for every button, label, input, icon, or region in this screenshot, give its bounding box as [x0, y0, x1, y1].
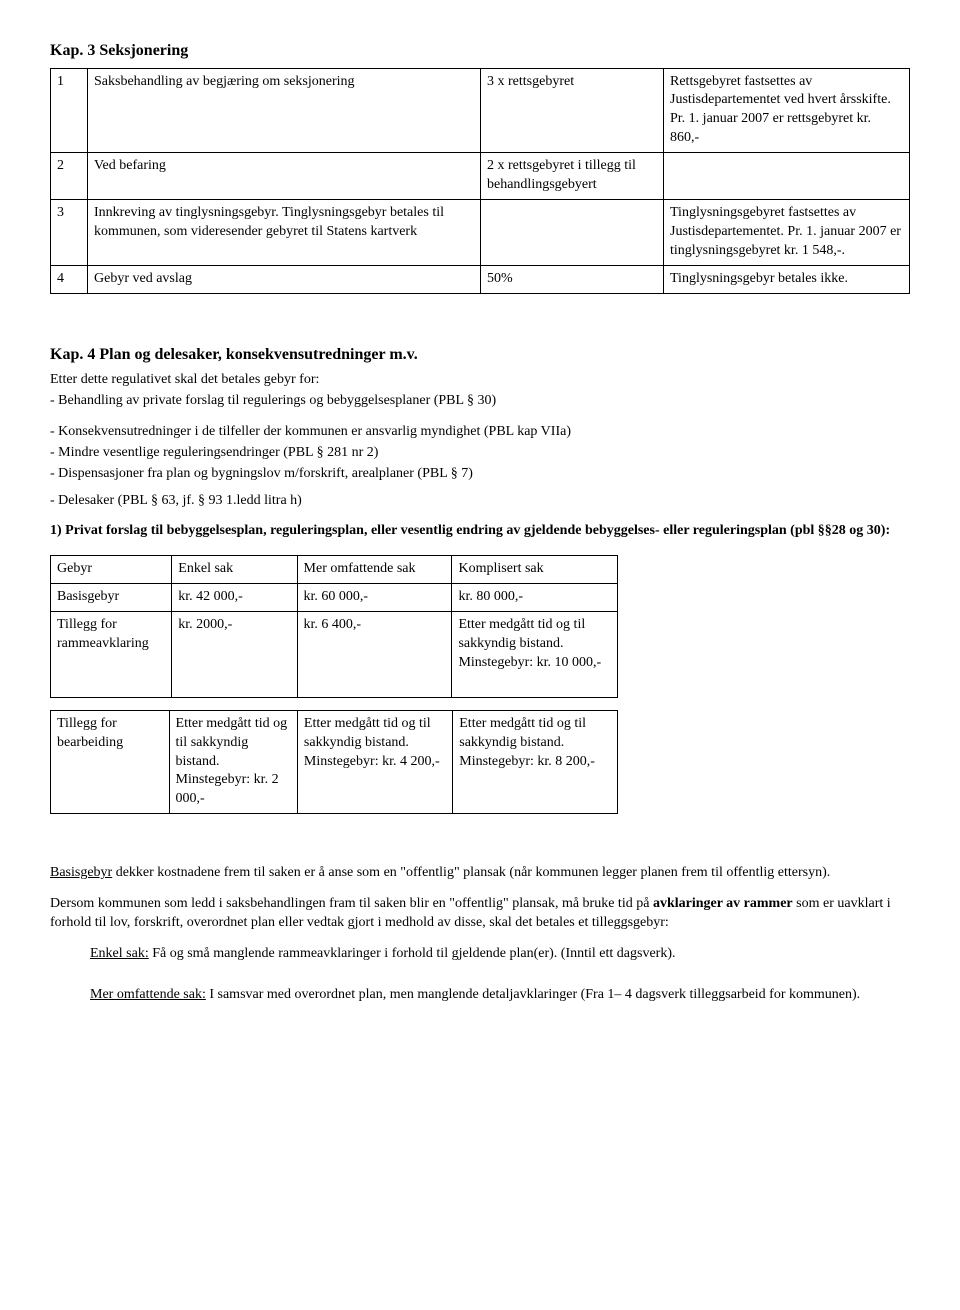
mer-label: Mer omfattende sak:: [90, 987, 206, 1002]
cell: Tillegg for rammeavklaring: [51, 612, 172, 698]
cell-mid: 2 x rettsgebyret i tillegg til behandlin…: [481, 153, 664, 200]
mer-omfattende-paragraph: Mer omfattende sak: I samsvar med overor…: [90, 986, 910, 1005]
indent-block: Enkel sak: Få og små manglende rammeavkl…: [50, 945, 910, 1005]
kap3-title: Kap. 3 Seksjonering: [50, 40, 910, 62]
cell-right: Rettsgebyret fastsettes av Justisdeparte…: [664, 68, 910, 153]
cell-num: 1: [51, 68, 88, 153]
cell: kr. 2000,-: [172, 612, 297, 698]
kap4-list-mid: Konsekvensutredninger i de tilfeller der…: [50, 423, 910, 484]
kap4-list-last: Delesaker (PBL § 63, jf. § 93 1.ledd lit…: [50, 492, 910, 511]
table-row: Gebyr Enkel sak Mer omfattende sak Kompl…: [51, 556, 618, 584]
cell-mid: 3 x rettsgebyret: [481, 68, 664, 153]
cell: kr. 60 000,-: [297, 584, 452, 612]
cell: kr. 80 000,-: [452, 584, 617, 612]
gebyr-table: Gebyr Enkel sak Mer omfattende sak Kompl…: [50, 555, 618, 697]
avklar-pre: Dersom kommunen som ledd i saksbehandlin…: [50, 896, 653, 911]
list-item: Delesaker (PBL § 63, jf. § 93 1.ledd lit…: [50, 492, 910, 511]
cell-header: Komplisert sak: [452, 556, 617, 584]
enkel-sak-paragraph: Enkel sak: Få og små manglende rammeavkl…: [90, 945, 910, 964]
cell-num: 2: [51, 153, 88, 200]
cell-mid: 50%: [481, 265, 664, 293]
avklar-bold: avklaringer av rammer: [653, 896, 793, 911]
cell: Etter medgått tid og til sakkyndig bista…: [169, 710, 297, 813]
kap4-subhead: 1) Privat forslag til bebyggelsesplan, r…: [50, 522, 910, 541]
list-item: Mindre vesentlige reguleringsendringer (…: [50, 444, 910, 463]
table-row: Tillegg for bearbeiding Etter medgått ti…: [51, 710, 618, 813]
cell-header: Enkel sak: [172, 556, 297, 584]
cell: Etter medgått tid og til sakkyndig bista…: [453, 710, 617, 813]
cell: Basisgebyr: [51, 584, 172, 612]
cell-mid: [481, 199, 664, 265]
basisgebyr-label: Basisgebyr: [50, 865, 112, 880]
cell-header: Mer omfattende sak: [297, 556, 452, 584]
cell-desc: Innkreving av tinglysningsgebyr. Tinglys…: [88, 199, 481, 265]
cell: Etter medgått tid og til sakkyndig bista…: [297, 710, 452, 813]
cell-right: Tinglysningsgebyr betales ikke.: [664, 265, 910, 293]
kap4-list-top: Behandling av private forslag til regule…: [50, 392, 910, 411]
table-row: 4 Gebyr ved avslag 50% Tinglysningsgebyr…: [51, 265, 910, 293]
table-row: 2 Ved befaring 2 x rettsgebyret i tilleg…: [51, 153, 910, 200]
cell-desc: Ved befaring: [88, 153, 481, 200]
cell-right: [664, 153, 910, 200]
cell-right: Tinglysningsgebyret fastsettes av Justis…: [664, 199, 910, 265]
avklaringer-paragraph: Dersom kommunen som ledd i saksbehandlin…: [50, 895, 910, 933]
enkel-label: Enkel sak:: [90, 946, 149, 961]
cell: Tillegg for bearbeiding: [51, 710, 170, 813]
cell-desc: Gebyr ved avslag: [88, 265, 481, 293]
cell: kr. 42 000,-: [172, 584, 297, 612]
kap4-title: Kap. 4 Plan og delesaker, konsekvensutre…: [50, 344, 910, 366]
table-row: Basisgebyr kr. 42 000,- kr. 60 000,- kr.…: [51, 584, 618, 612]
mer-text: I samsvar med overordnet plan, men mangl…: [206, 987, 860, 1002]
kap3-table: 1 Saksbehandling av begjæring om seksjon…: [50, 68, 910, 294]
table-row: 1 Saksbehandling av begjæring om seksjon…: [51, 68, 910, 153]
kap4-intro: Etter dette regulativet skal det betales…: [50, 371, 910, 390]
cell-num: 3: [51, 199, 88, 265]
enkel-text: Få og små manglende rammeavklaringer i f…: [149, 946, 676, 961]
table-row: 3 Innkreving av tinglysningsgebyr. Tingl…: [51, 199, 910, 265]
cell: Etter medgått tid og til sakkyndig bista…: [452, 612, 617, 698]
list-item: Dispensasjoner fra plan og bygningslov m…: [50, 465, 910, 484]
list-item: Konsekvensutredninger i de tilfeller der…: [50, 423, 910, 442]
cell-header: Gebyr: [51, 556, 172, 584]
table-row: Tillegg for rammeavklaring kr. 2000,- kr…: [51, 612, 618, 698]
gebyr-table-2: Tillegg for bearbeiding Etter medgått ti…: [50, 710, 618, 814]
basisgebyr-paragraph: Basisgebyr dekker kostnadene frem til sa…: [50, 864, 910, 883]
basisgebyr-text: dekker kostnadene frem til saken er å an…: [112, 865, 830, 880]
cell: kr. 6 400,-: [297, 612, 452, 698]
cell-num: 4: [51, 265, 88, 293]
cell-desc: Saksbehandling av begjæring om seksjoner…: [88, 68, 481, 153]
list-item: Behandling av private forslag til regule…: [50, 392, 910, 411]
